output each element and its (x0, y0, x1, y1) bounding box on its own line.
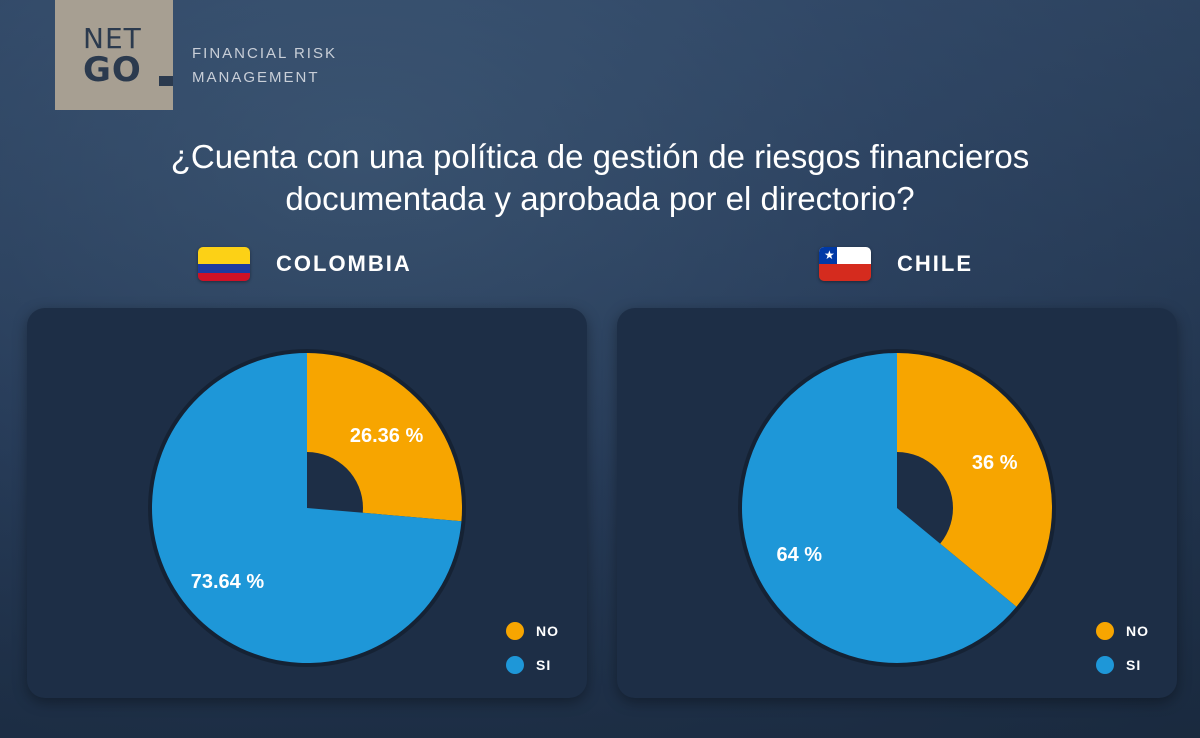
chart-title: ¿Cuenta con una política de gestión de r… (0, 136, 1200, 220)
chart-panel-chile: 36 % 64 % NO SI (617, 308, 1177, 698)
logo-text-go: GO (83, 50, 142, 90)
legend-colombia: NO SI (506, 614, 559, 682)
tagline-line-2: MANAGEMENT (192, 69, 320, 86)
legend-label-no: NO (1126, 623, 1149, 639)
country-name-chile: CHILE (897, 251, 973, 276)
title-line-1: ¿Cuenta con una política de gestión de r… (170, 138, 1030, 175)
legend-label-no: NO (536, 623, 559, 639)
netgo-logo: NET GO (55, 0, 173, 110)
pie-slice-si (741, 353, 1017, 663)
logo-text-net: NET (83, 22, 142, 55)
legend-dot-si (1096, 656, 1114, 674)
legend-chile: NO SI (1096, 614, 1149, 682)
legend-label-si: SI (536, 657, 552, 673)
pie-slice-si (152, 353, 462, 663)
colombia-flag (198, 247, 250, 281)
legend-item-no: NO (1096, 614, 1149, 648)
legend-dot-no (1096, 622, 1114, 640)
country-header-colombia: COLOMBIA (198, 247, 412, 281)
donut-chart-chile: 36 % 64 % (738, 349, 1056, 667)
country-header-chile: ★ CHILE (819, 247, 973, 281)
legend-label-si: SI (1126, 657, 1142, 673)
legend-item-no: NO (506, 614, 559, 648)
logo-dot (159, 76, 173, 86)
legend-item-si: SI (1096, 648, 1149, 682)
donut-chart-colombia: 26.36 % 73.64 % (148, 349, 466, 667)
country-name-colombia: COLOMBIA (276, 251, 412, 276)
chile-flag: ★ (819, 247, 871, 281)
data-label-no: 36 % (972, 452, 1018, 474)
title-line-2: documentada y aprobada por el directorio… (285, 180, 915, 217)
legend-dot-si (506, 656, 524, 674)
legend-item-si: SI (506, 648, 559, 682)
data-label-si: 73.64 % (191, 571, 265, 593)
chart-panel-colombia: 26.36 % 73.64 % NO SI (27, 308, 587, 698)
pie-slice-no (897, 353, 1052, 607)
legend-dot-no (506, 622, 524, 640)
star-icon: ★ (824, 248, 835, 262)
brand-tagline: FINANCIAL RISK MANAGEMENT (192, 42, 337, 90)
data-label-no: 26.36 % (350, 425, 424, 447)
data-label-si: 64 % (776, 544, 822, 566)
tagline-line-1: FINANCIAL RISK (192, 45, 337, 62)
